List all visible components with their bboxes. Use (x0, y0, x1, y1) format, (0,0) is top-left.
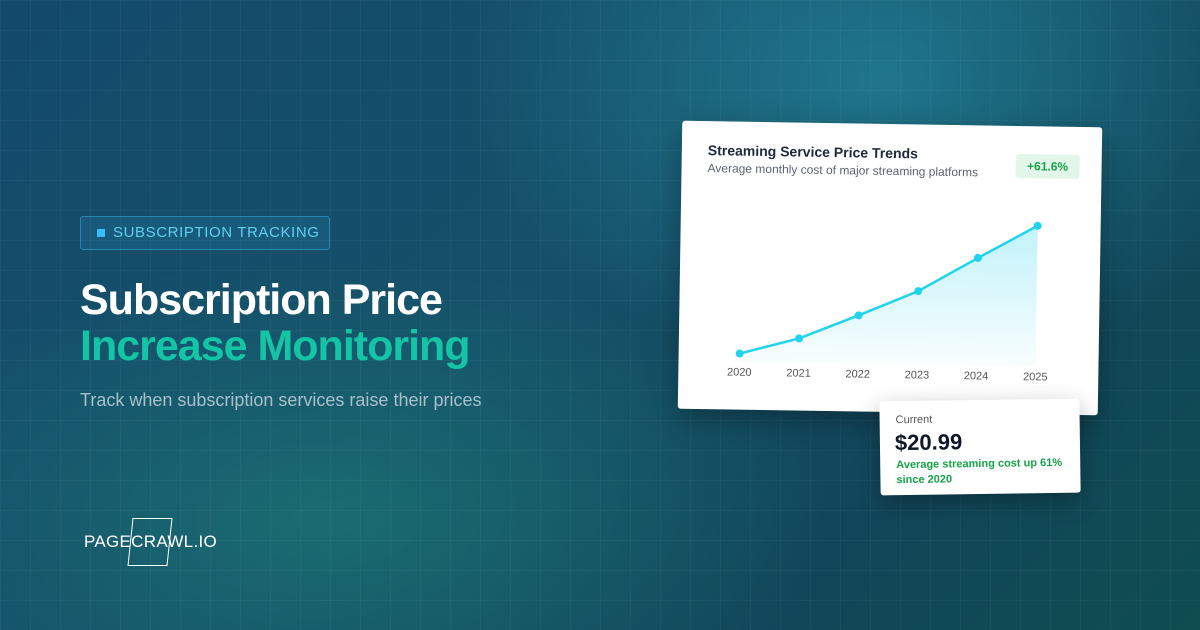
x-tick-label: 2025 (1023, 371, 1048, 383)
area-fill (739, 225, 1038, 367)
x-tick-label: 2023 (905, 369, 930, 381)
current-label: Current (895, 413, 933, 427)
point (735, 349, 744, 358)
subtitle: Track when subscription services raise t… (80, 390, 482, 410)
current-price: $20.99 (894, 429, 963, 456)
point (973, 253, 982, 262)
category-tag: SUBSCRIPTION TRACKING (80, 216, 330, 250)
current-note: Average streaming cost up 61% since 2020 (896, 456, 1063, 487)
point (795, 334, 804, 343)
headline: Subscription Price (80, 276, 443, 324)
x-tick-label: 2022 (845, 368, 870, 380)
badge-bg (1015, 154, 1080, 179)
chart-card: Streaming Service Price Trends Average m… (677, 120, 1103, 416)
x-tick-label: 2024 (964, 370, 989, 382)
x-tick-label: 2020 (727, 366, 752, 378)
x-tick-label: 2021 (786, 367, 811, 379)
chart-subtitle: Average monthly cost of major streaming … (707, 161, 978, 179)
point (914, 287, 923, 296)
headline-accent: Increase Monitoring (80, 322, 471, 370)
chart-title: Streaming Service Price Trends (708, 142, 919, 161)
logo: PAGECRAWL.IO (84, 532, 218, 551)
badge: +61.6% (1027, 159, 1069, 174)
line (739, 224, 1039, 355)
point (1033, 221, 1042, 230)
point (854, 311, 863, 320)
current-card: Current $20.99 Average streaming cost up… (879, 398, 1081, 496)
chart: Streaming Service Price Trends Average m… (707, 142, 1080, 383)
